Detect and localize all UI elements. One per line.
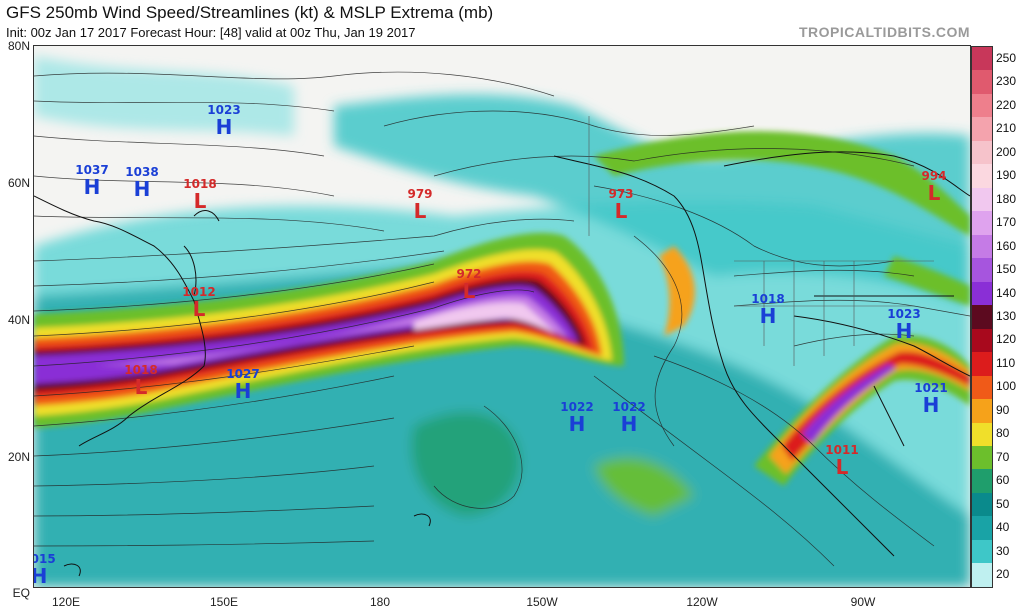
- colorbar-label: 180: [996, 191, 1017, 206]
- colorbar-label: 130: [996, 309, 1017, 323]
- colorbar-swatch: [972, 492, 992, 517]
- low-pressure-marker: 972 L: [456, 267, 482, 303]
- colorbar-swatch: [972, 70, 992, 94]
- colorbar-swatch: [972, 117, 992, 141]
- colorbar-swatch: [972, 445, 992, 470]
- low-pressure-marker: 1011 L: [825, 443, 859, 479]
- colorbar-label: 80: [996, 426, 1010, 441]
- gulf-jet: [754, 335, 970, 486]
- colorbar-label: 160: [996, 238, 1017, 253]
- low-pressure-marker: 1018 L: [124, 363, 158, 399]
- colorbar-swatch: [972, 234, 992, 259]
- colorbar-label: 140: [996, 285, 1017, 300]
- colorbar-label: 190: [996, 168, 1017, 183]
- wind-speed-field: [34, 46, 970, 587]
- colorbar-swatch: [972, 516, 992, 540]
- weather-map: 1023 H 1037 H 1038 H 1018 L 979 L 973 L 994 L 9…: [33, 45, 971, 588]
- colorbar-label: 170: [996, 215, 1017, 230]
- lat-label: 20N: [7, 450, 30, 464]
- colorbar-label: 230: [996, 74, 1017, 89]
- colorbar-label: 110: [996, 355, 1016, 370]
- low-pressure-marker: 973 L: [608, 187, 634, 223]
- high-pressure-marker: 1018 H: [751, 292, 785, 328]
- colorbar-swatch: [972, 539, 992, 564]
- colorbar-swatch: [972, 164, 992, 188]
- high-pressure-marker: 1021 H: [914, 381, 948, 417]
- colorbar-label: 20: [996, 567, 1010, 582]
- brand-watermark: TROPICALTIDBITS.COM: [798, 24, 970, 40]
- high-pressure-marker: 1022 H: [560, 400, 594, 436]
- colorbar-label: 100: [996, 379, 1017, 394]
- colorbar-swatch: [972, 258, 992, 282]
- wind-speed-colorbar: [971, 46, 993, 588]
- colorbar-label: 150: [996, 262, 1017, 277]
- colorbar-label: 210: [996, 121, 1017, 136]
- low-pressure-marker: 979 L: [407, 187, 433, 223]
- colorbar-swatch: [972, 563, 992, 587]
- high-pressure-marker: 1037 H: [75, 163, 109, 199]
- lat-label: 40N: [7, 313, 30, 327]
- colorbar-label: 120: [996, 332, 1017, 347]
- colorbar-swatch: [972, 47, 992, 71]
- colorbar-swatch: [972, 305, 992, 329]
- high-pressure-marker: 1023 H: [207, 103, 241, 139]
- colorbar-label: 90: [996, 402, 1010, 417]
- colorbar-swatch: [972, 469, 992, 493]
- low-pressure-marker: 1018 L: [183, 177, 217, 213]
- lon-label: 150W: [526, 595, 558, 609]
- colorbar-label: 220: [996, 97, 1017, 112]
- lon-label: 120E: [51, 595, 81, 609]
- lon-label: 180: [369, 595, 391, 609]
- forecast-info: Init: 00z Jan 17 2017 Forecast Hour: [48…: [6, 25, 416, 40]
- high-pressure-marker: 1015H: [34, 552, 56, 586]
- colorbar-swatch: [972, 140, 992, 165]
- colorbar-swatch: [972, 93, 992, 118]
- colorbar-label: 250: [996, 50, 1017, 65]
- borders: [588, 116, 934, 366]
- colorbar-swatch: [972, 281, 992, 306]
- colorbar-label: 200: [996, 144, 1017, 159]
- lat-label: EQ: [12, 586, 30, 600]
- colorbar-swatch: [972, 328, 992, 353]
- colorbar-label: 40: [996, 520, 1010, 535]
- colorbar-label: 70: [996, 449, 1010, 464]
- high-pressure-marker: 1038 H: [125, 165, 159, 201]
- colorbar-label: 60: [996, 473, 1010, 488]
- lat-label: 60N: [7, 176, 30, 190]
- colorbar-label: 50: [996, 496, 1010, 511]
- colorbar-swatch: [972, 187, 992, 212]
- colorbar-swatch: [972, 352, 992, 376]
- colorbar-swatch: [972, 211, 992, 235]
- lon-label: 150E: [209, 595, 239, 609]
- high-pressure-marker: 1027 H: [226, 367, 260, 403]
- northern-jet: [594, 131, 970, 336]
- high-pressure-marker: 1022 H: [612, 400, 646, 436]
- chart-title: GFS 250mb Wind Speed/Streamlines (kt) & …: [6, 3, 494, 22]
- high-pressure-marker: 1023 H: [887, 307, 921, 343]
- colorbar-swatch: [972, 399, 992, 423]
- colorbar-swatch: [972, 375, 992, 400]
- low-pressure-marker: 994 L: [921, 169, 947, 205]
- colorbar-swatch: [972, 422, 992, 446]
- coastlines: [34, 151, 970, 577]
- colorbar-label: 30: [996, 543, 1010, 558]
- lon-label: 90W: [850, 595, 876, 609]
- lat-label: 80N: [7, 39, 30, 53]
- low-pressure-marker: 1012 L: [182, 285, 216, 321]
- lon-label: 120W: [686, 595, 718, 609]
